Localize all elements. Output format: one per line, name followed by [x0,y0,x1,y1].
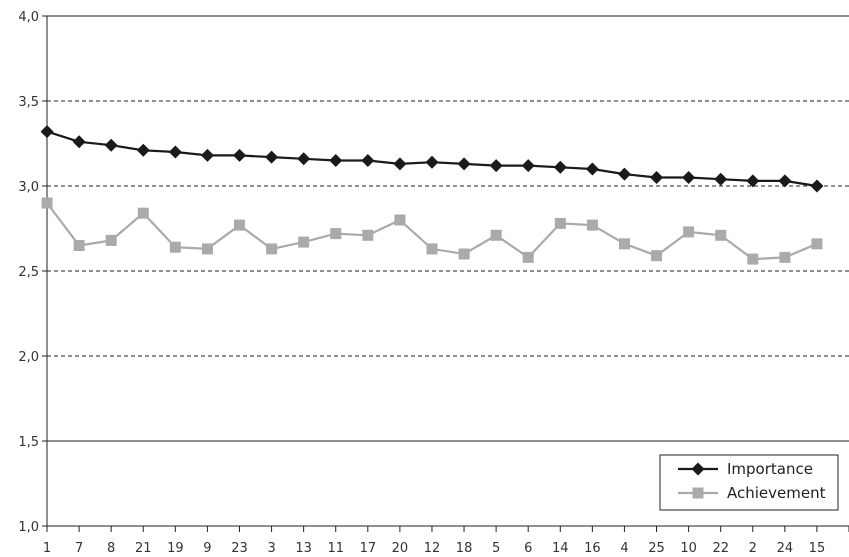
series-layer [41,125,824,265]
data-point-achievement [394,215,405,226]
data-point-achievement [683,226,694,237]
data-point-achievement [42,198,53,209]
data-point-achievement [74,240,85,251]
y-tick-label: 3,0 [18,180,39,195]
data-point-importance [586,163,599,176]
x-tick-label: 13 [295,541,312,556]
x-tick-label: 6 [524,541,532,556]
data-point-achievement [234,220,245,231]
series-importance [41,125,824,192]
data-point-achievement [330,228,341,239]
data-point-importance [426,156,439,169]
data-point-importance [73,135,86,148]
data-point-achievement [651,250,662,261]
x-tick-label: 3 [267,541,275,556]
x-tick-label: 25 [648,541,665,556]
x-tick-label: 20 [392,541,409,556]
x-tick-label: 24 [777,541,794,556]
data-point-importance [650,171,663,184]
x-tick-label: 7 [75,541,83,556]
x-tick-label: 12 [424,541,441,556]
data-point-importance [265,151,278,164]
data-point-importance [522,159,535,172]
data-point-importance [618,168,631,181]
x-tick-label: 1 [43,541,51,556]
data-point-importance [137,144,150,157]
data-point-achievement [715,230,726,241]
data-point-importance [746,174,759,187]
data-point-importance [233,149,246,162]
data-point-importance [105,139,118,152]
x-tick-label: 5 [492,541,500,556]
data-point-achievement [106,235,117,246]
data-point-achievement [587,220,598,231]
data-point-achievement [811,238,822,249]
x-tick-label: 8 [107,541,115,556]
x-tick-label: 18 [456,541,473,556]
y-tick-label: 1,5 [18,435,39,450]
data-point-importance [778,174,791,187]
y-tick-label: 2,0 [18,350,39,365]
data-point-achievement [298,237,309,248]
y-tick-label: 2,5 [18,265,39,280]
x-tick-label: 11 [327,541,344,556]
x-tick-label: 9 [203,541,211,556]
x-tick-label: 16 [584,541,601,556]
data-point-achievement [362,230,373,241]
data-point-importance [458,157,471,170]
x-tick-label: 10 [680,541,697,556]
data-point-achievement [202,243,213,254]
data-point-achievement [555,218,566,229]
x-tick-label: 14 [552,541,569,556]
data-point-achievement [747,254,758,265]
data-point-importance [714,173,727,186]
data-point-importance [490,159,503,172]
x-tick-label: 2 [749,541,757,556]
data-point-importance [554,161,567,174]
data-point-achievement [619,238,630,249]
x-tick-label: 19 [167,541,184,556]
legend-marker-achievement [693,488,704,499]
data-point-achievement [138,208,149,219]
data-point-importance [361,154,374,167]
data-point-importance [329,154,342,167]
y-tick-label: 4,0 [18,10,39,25]
x-tick-label: 23 [231,541,248,556]
x-tick-label: 4 [620,541,628,556]
data-point-importance [810,180,823,193]
x-tick-label: 17 [360,541,377,556]
data-point-achievement [427,243,438,254]
data-point-achievement [491,230,502,241]
grid-layer [47,16,849,441]
data-point-importance [297,152,310,165]
data-point-importance [393,157,406,170]
data-point-achievement [459,249,470,260]
legend-label-importance: Importance [727,460,813,478]
y-tick-label: 1,0 [18,520,39,535]
data-point-importance [682,171,695,184]
x-tick-label: 15 [809,541,826,556]
legend-label-achievement: Achievement [727,484,826,502]
data-point-achievement [523,252,534,263]
y-tick-label: 3,5 [18,95,39,110]
x-tick-label: 22 [712,541,729,556]
data-point-achievement [266,243,277,254]
data-point-importance [201,149,214,162]
data-point-achievement [779,252,790,263]
data-point-importance [169,146,182,159]
data-point-achievement [170,242,181,253]
x-tick-label: 21 [135,541,152,556]
legend: Importance Achievement [660,455,838,510]
data-point-importance [41,125,54,138]
series-achievement [42,198,823,265]
